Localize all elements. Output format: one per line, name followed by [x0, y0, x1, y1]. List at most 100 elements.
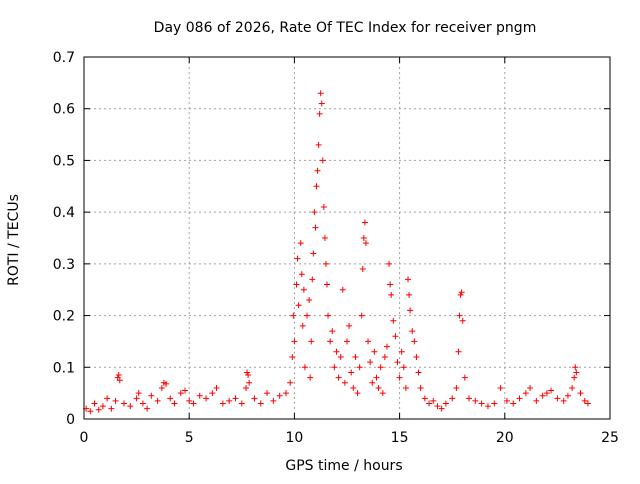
data-point-marker — [402, 384, 409, 391]
data-point-marker — [356, 364, 363, 371]
data-point-marker — [316, 110, 323, 117]
data-point-marker — [548, 387, 555, 394]
data-point-marker — [430, 397, 437, 404]
data-point-marker — [171, 400, 178, 407]
data-point-marker — [455, 348, 462, 355]
data-point-marker — [365, 338, 372, 345]
data-point-marker — [442, 400, 449, 407]
data-point-marker — [358, 312, 365, 319]
data-point-marker — [120, 400, 127, 407]
data-point-marker — [573, 369, 580, 376]
data-point-marker — [226, 397, 233, 404]
data-point-marker — [337, 353, 344, 360]
data-point-marker — [243, 384, 250, 391]
data-point-marker — [163, 380, 170, 387]
data-point-marker — [306, 297, 313, 304]
data-point-marker — [264, 390, 271, 397]
data-point-marker — [400, 364, 407, 371]
data-point-marker — [246, 379, 253, 386]
data-point-marker — [257, 400, 264, 407]
data-point-marker — [533, 397, 540, 404]
data-point-marker — [317, 90, 324, 97]
data-point-marker — [154, 397, 161, 404]
data-point-marker — [458, 289, 465, 296]
data-point-marker — [572, 364, 579, 371]
data-point-marker — [270, 397, 277, 404]
data-point-marker — [478, 400, 485, 407]
data-point-marker — [367, 359, 374, 366]
data-point-marker — [362, 240, 369, 247]
data-point-marker — [516, 395, 523, 402]
data-point-marker — [276, 392, 283, 399]
data-point-marker — [527, 384, 534, 391]
data-point-marker — [417, 384, 424, 391]
chart-title: Day 086 of 2026, Rate Of TEC Index for r… — [154, 20, 537, 36]
y-tick-label: 0.5 — [53, 153, 75, 169]
data-point-marker — [186, 397, 193, 404]
data-point-marker — [581, 397, 588, 404]
data-point-marker — [299, 322, 306, 329]
data-point-marker — [388, 291, 395, 298]
data-point-marker — [87, 408, 94, 415]
data-point-marker — [99, 403, 106, 410]
data-point-marker — [459, 317, 466, 324]
data-point-marker — [104, 395, 111, 402]
data-point-marker — [293, 281, 300, 288]
data-point-marker — [497, 384, 504, 391]
data-layer — [83, 90, 591, 415]
data-point-marker — [232, 395, 239, 402]
data-point-marker — [564, 392, 571, 399]
data-point-marker — [209, 390, 216, 397]
data-point-marker — [318, 100, 325, 107]
data-point-marker — [371, 348, 378, 355]
y-tick-label: 0.3 — [53, 257, 75, 273]
data-point-marker — [321, 235, 328, 241]
data-point-marker — [297, 240, 304, 247]
data-point-marker — [327, 338, 334, 345]
data-point-marker — [409, 328, 416, 335]
data-point-marker — [319, 157, 326, 164]
data-point-marker — [290, 312, 297, 319]
data-point-marker — [144, 405, 151, 412]
data-point-marker — [167, 395, 174, 402]
y-tick-label: 0.4 — [53, 205, 75, 221]
data-point-marker — [133, 395, 140, 402]
data-point-marker — [361, 219, 368, 226]
data-point-marker — [522, 390, 529, 397]
data-point-marker — [360, 235, 367, 241]
data-point-marker — [333, 348, 340, 355]
data-point-marker — [291, 338, 298, 345]
x-axis-label: GPS time / hours — [285, 458, 402, 474]
data-point-marker — [466, 395, 473, 402]
y-tick-label: 0.7 — [53, 50, 75, 66]
data-point-marker — [503, 397, 510, 404]
data-point-marker — [219, 400, 226, 407]
data-point-marker — [386, 260, 393, 267]
data-point-marker — [325, 312, 332, 319]
data-point-marker — [309, 276, 316, 283]
y-tick-label: 0.1 — [53, 360, 75, 376]
data-point-marker — [139, 400, 146, 407]
data-point-marker — [135, 390, 142, 397]
data-point-marker — [304, 312, 311, 319]
data-point-marker — [127, 403, 134, 410]
data-point-marker — [308, 338, 315, 345]
data-point-marker — [407, 307, 414, 314]
data-point-marker — [203, 395, 210, 402]
data-point-marker — [554, 395, 561, 402]
data-point-marker — [383, 343, 390, 350]
data-point-marker — [438, 405, 445, 412]
data-point-marker — [298, 271, 305, 278]
data-point-marker — [413, 353, 420, 360]
x-tick-label: 25 — [601, 430, 619, 446]
data-point-marker — [348, 369, 355, 376]
data-point-marker — [449, 395, 456, 402]
data-point-marker — [359, 266, 366, 273]
data-point-marker — [115, 372, 122, 379]
data-point-marker — [434, 403, 441, 410]
data-point-marker — [373, 374, 380, 381]
y-tick-label: 0.2 — [53, 309, 75, 325]
data-point-marker — [300, 286, 307, 293]
